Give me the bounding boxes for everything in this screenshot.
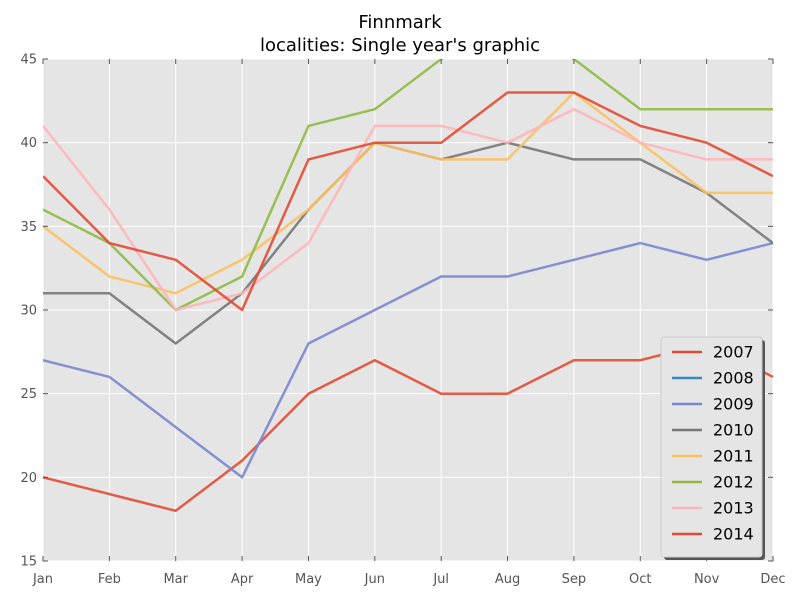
x-tick-label: Jul [432,572,449,587]
x-tick-label: Jun [364,572,385,587]
x-tick-label: Oct [629,572,651,587]
y-tick-label: 35 [20,220,37,235]
legend: 2007 2008 2009 2010 2011 2012 2013 2014 [660,336,765,560]
series-line-2007 [43,342,773,513]
x-tick-label: Feb [98,572,121,587]
x-tick-label: Aug [495,572,520,587]
legend-label: 2008 [713,369,754,388]
chart-title: Finnmark [358,12,442,33]
series-lines [43,59,773,513]
series-line-2014 [43,91,773,312]
x-tick-label: Apr [231,572,254,587]
y-tick-label: 20 [20,471,37,486]
series-line-2011 [43,91,773,295]
x-tick-label: Nov [694,572,720,587]
series-line-2009 [43,241,773,479]
legend-label: 2014 [713,525,754,544]
x-tick-label: May [295,572,322,587]
series-line-2013 [43,107,773,312]
legend-label: 2010 [713,421,754,440]
x-tick-label: Dec [760,572,785,587]
y-tick-label: 40 [20,136,37,151]
legend-box [660,336,763,558]
x-tick-label: Mar [163,572,188,587]
y-tick-label: 30 [20,304,37,319]
legend-label: 2013 [713,499,754,518]
legend-label: 2012 [713,473,754,492]
legend-label: 2007 [713,343,754,362]
y-tick-label: 25 [20,387,37,402]
y-tick-label: 15 [20,555,37,570]
series-line-2012 [43,59,773,312]
x-tick-label: Sep [562,572,587,587]
axes: 15 20 25 30 35 40 45 Jan Feb Mar Apr May Jun Jul Aug Se… [20,53,785,588]
legend-label: 2011 [713,447,754,466]
legend-label: 2009 [713,395,754,414]
x-tick-label: Jan [32,572,53,587]
chart-subtitle: localities: Single year's graphic [259,35,541,56]
y-tick-label: 45 [20,53,37,68]
